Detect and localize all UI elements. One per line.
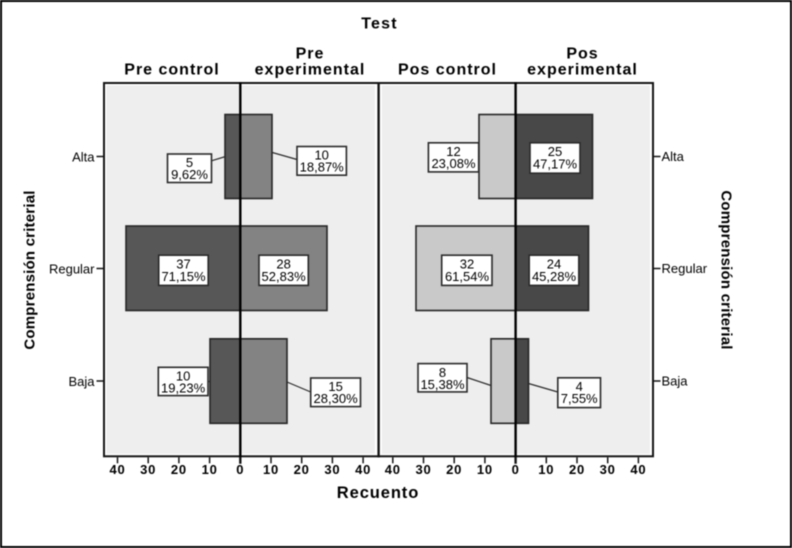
svg-text:20: 20 (171, 462, 187, 477)
svg-text:Pos: Pos (566, 46, 598, 63)
svg-text:10: 10 (477, 462, 493, 477)
svg-text:52,83%: 52,83% (262, 269, 307, 284)
svg-text:10: 10 (538, 462, 554, 477)
svg-text:Alta: Alta (72, 150, 95, 165)
svg-text:Pre: Pre (296, 46, 325, 63)
svg-text:Pos control: Pos control (398, 62, 497, 79)
svg-text:10: 10 (314, 148, 328, 163)
svg-text:0: 0 (512, 462, 520, 477)
svg-text:40: 40 (355, 462, 371, 477)
svg-text:30: 30 (600, 462, 616, 477)
svg-text:7,55%: 7,55% (561, 391, 598, 406)
svg-text:47,17%: 47,17% (533, 157, 578, 172)
svg-text:Recuento: Recuento (337, 484, 419, 502)
svg-text:40: 40 (385, 462, 401, 477)
svg-text:Baja: Baja (662, 374, 689, 389)
svg-text:Alta: Alta (662, 149, 685, 164)
svg-text:4: 4 (576, 379, 583, 394)
svg-text:30: 30 (140, 462, 156, 477)
svg-text:23,08%: 23,08% (431, 156, 476, 171)
svg-text:15: 15 (328, 379, 342, 394)
svg-text:37: 37 (176, 256, 190, 271)
svg-text:19,23%: 19,23% (161, 381, 206, 396)
svg-text:15,38%: 15,38% (420, 377, 465, 392)
svg-text:Regular: Regular (49, 262, 95, 277)
svg-text:12: 12 (446, 144, 460, 159)
svg-text:Baja: Baja (68, 374, 95, 389)
svg-text:8: 8 (439, 365, 446, 380)
svg-text:32: 32 (460, 256, 474, 271)
svg-text:20: 20 (446, 462, 462, 477)
svg-text:9,62%: 9,62% (171, 167, 208, 182)
svg-text:45,28%: 45,28% (532, 269, 577, 284)
svg-text:71,15%: 71,15% (161, 269, 206, 284)
svg-text:40: 40 (630, 462, 646, 477)
svg-text:0: 0 (236, 462, 244, 477)
svg-text:20: 20 (569, 462, 585, 477)
svg-text:Pre control: Pre control (124, 62, 219, 79)
svg-text:experimental: experimental (255, 62, 366, 79)
svg-text:experimental: experimental (527, 62, 638, 79)
svg-text:10: 10 (263, 462, 279, 477)
svg-text:61,54%: 61,54% (445, 269, 490, 284)
svg-text:10: 10 (202, 462, 218, 477)
svg-text:Comprensión criterial: Comprensión criterial (22, 190, 39, 349)
svg-text:Regular: Regular (662, 261, 708, 276)
svg-text:5: 5 (186, 155, 193, 170)
svg-text:Test: Test (361, 16, 398, 33)
svg-text:Comprensión criterial: Comprensión criterial (718, 190, 735, 349)
svg-text:10: 10 (176, 369, 190, 384)
svg-text:28,30%: 28,30% (314, 391, 359, 406)
svg-text:24: 24 (547, 256, 561, 271)
svg-text:30: 30 (415, 462, 431, 477)
svg-text:20: 20 (294, 462, 310, 477)
svg-text:18,87%: 18,87% (300, 160, 345, 175)
svg-text:28: 28 (276, 256, 290, 271)
svg-text:25: 25 (548, 144, 562, 159)
svg-text:40: 40 (109, 462, 125, 477)
svg-text:30: 30 (324, 462, 340, 477)
